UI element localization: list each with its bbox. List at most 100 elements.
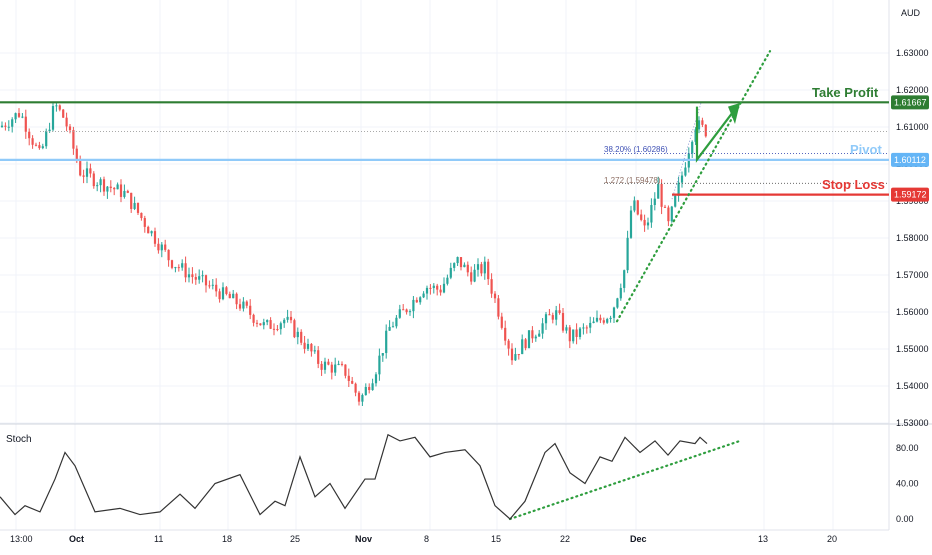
candle-body [228, 293, 231, 299]
candle-body [310, 343, 313, 352]
candle-body [612, 307, 616, 318]
candle-body [357, 392, 361, 402]
candle-body [626, 237, 629, 271]
candle-body [187, 274, 191, 278]
candle-body [208, 285, 211, 287]
candle-body [204, 275, 208, 286]
candle-body [378, 355, 381, 375]
candle-body [232, 293, 235, 299]
price-tick-label: 1.53000 [896, 418, 929, 428]
candle-body [109, 186, 112, 188]
candle-body [147, 226, 150, 234]
stoch-axis[interactable]: 80.00 40.00 0.00 [896, 443, 919, 524]
price-tags: 1.61667 1.60112 1.59172 [891, 95, 929, 202]
candle-body [490, 279, 493, 294]
time-tick-label: 20 [827, 534, 837, 544]
candle-body [463, 264, 466, 268]
candle-body [541, 323, 544, 334]
candle-body [184, 263, 187, 278]
candle-body [65, 117, 68, 127]
candle-body [606, 319, 609, 323]
candle-body [629, 210, 633, 238]
candle-body [476, 264, 480, 270]
candle-body [21, 116, 24, 118]
candle-body [419, 297, 422, 303]
candle-body [565, 327, 568, 331]
candle-body [402, 309, 405, 311]
candle-body [680, 175, 684, 183]
candle-body [561, 313, 565, 331]
candle-body [215, 284, 218, 292]
candle-body [473, 269, 476, 282]
candle-body [28, 131, 31, 139]
candle-body [31, 138, 34, 145]
candle-body [663, 206, 667, 208]
candle-body [150, 231, 153, 234]
stop-loss-label: Stop Loss [822, 177, 885, 192]
candle-body [293, 320, 296, 338]
price-tick-label: 1.54000 [896, 381, 929, 391]
trendline-stoch[interactable] [508, 439, 742, 521]
candle-body [691, 141, 694, 154]
candle-body [453, 263, 456, 268]
stoch-series [0, 433, 708, 520]
candle-body [344, 364, 347, 376]
candle-body [459, 257, 463, 268]
candle-body [374, 374, 378, 384]
projection-path[interactable] [695, 105, 738, 163]
candle-body [582, 327, 585, 329]
candle-body [102, 179, 106, 192]
candle-body [201, 275, 204, 277]
candle-body [623, 270, 626, 288]
price-tick-label: 1.57000 [896, 270, 929, 280]
candle-body [432, 285, 435, 289]
candle-body [221, 287, 225, 300]
time-tick-label: Dec [630, 534, 647, 544]
candle-body [425, 287, 429, 294]
take-profit-tag [891, 95, 929, 110]
candle-body [500, 316, 503, 328]
candle-body [276, 328, 279, 330]
candle-body [45, 131, 48, 147]
price-tick-label: 1.56000 [896, 307, 929, 317]
drawings[interactable] [508, 50, 772, 521]
candle-body [442, 283, 446, 293]
candle-body [113, 187, 116, 190]
time-tick-label: 25 [290, 534, 300, 544]
candle-body [62, 109, 65, 118]
candle-body [439, 289, 442, 293]
candle-body [391, 326, 395, 328]
candle-body [55, 105, 58, 107]
candle-body [174, 267, 177, 269]
candle-body [0, 125, 4, 127]
candle-body [538, 333, 541, 337]
candle-body [595, 317, 599, 322]
candle-body [320, 363, 323, 370]
candle-body [527, 330, 531, 349]
candle-body [521, 339, 524, 355]
time-tick-label: 22 [560, 534, 570, 544]
time-axis[interactable]: 13:00 Oct 11 18 25 Nov 8 15 22 Dec 13 20 [10, 534, 837, 544]
candle-body [7, 126, 10, 128]
candle-body [306, 343, 310, 349]
stoch-tick-label: 40.00 [896, 479, 919, 489]
projection-arrowhead [728, 102, 740, 125]
candle-body [395, 317, 398, 327]
candle-body [24, 116, 27, 132]
price-tick-label: 1.63000 [896, 48, 929, 58]
take-profit-label: Take Profit [812, 85, 879, 100]
trendline-support[interactable] [615, 50, 772, 323]
candle-body [11, 119, 14, 127]
candle-body [568, 327, 571, 342]
fib-label-38: 38.20% (1.60286) [604, 145, 668, 154]
candle-body [466, 264, 469, 273]
candle-body [126, 190, 129, 193]
candle-body [85, 168, 89, 177]
price-tick-label: 1.55000 [896, 344, 929, 354]
stoch-tick-label: 0.00 [896, 514, 914, 524]
candle-body [555, 310, 558, 320]
candle-body [286, 316, 289, 320]
candle-body [684, 167, 687, 176]
price-tick-label: 1.61000 [896, 122, 929, 132]
candle-body [507, 340, 510, 349]
